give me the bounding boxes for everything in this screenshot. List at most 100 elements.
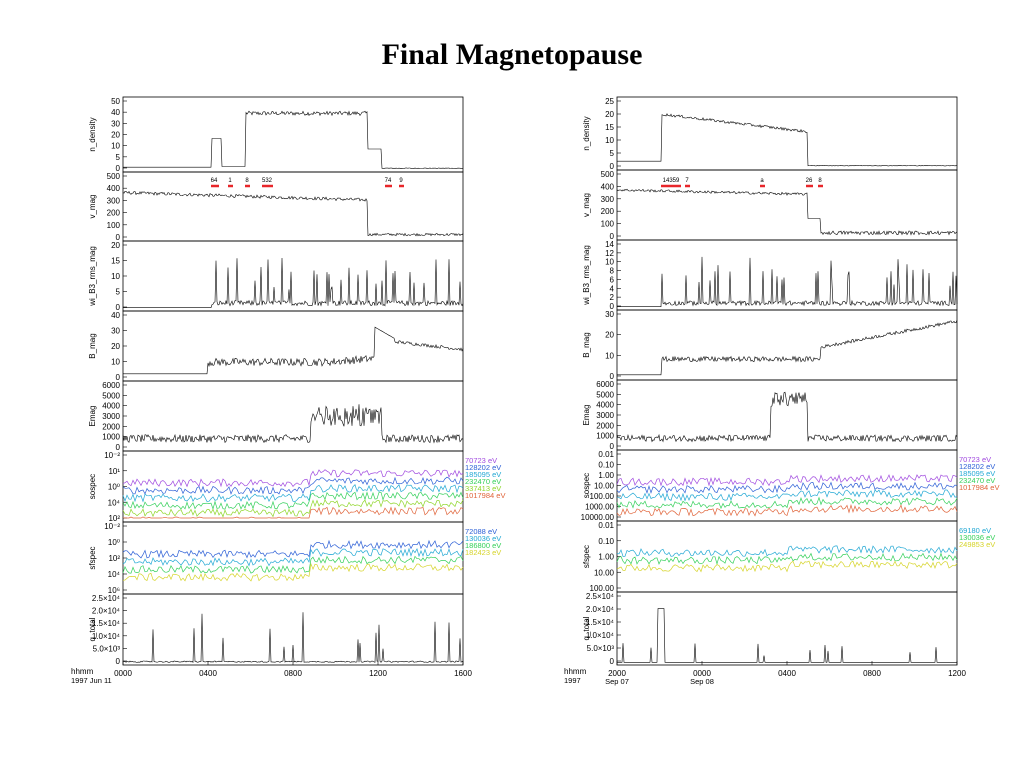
ytick-label: 20 [111,131,120,140]
panel-n_density: 0 5 10 15 20 25 n_density [582,96,958,171]
data-trace [617,113,958,167]
ytick-label: 15 [111,257,120,266]
axis-label: wi_B3_rms_mag [582,245,591,306]
ytick-label: 0 [610,657,615,666]
ytick-label: 6000 [102,381,120,390]
data-trace [616,188,958,236]
panel-wi_B3_rms_mag: 0 5 10 15 20 wi_B3_rms_mag [88,240,464,312]
axis-label: v_mag [88,194,97,218]
ytick-label: 0.01 [598,450,614,459]
ytick-label: 10¹ [108,467,120,476]
ytick-label: 6 [610,275,615,284]
series-line [122,491,464,511]
ytick-label: 0.01 [598,521,614,530]
series-line [616,496,958,510]
xtick-label: 2000 [608,669,626,678]
series-line [616,560,958,573]
ytick-label: 0 [116,303,121,312]
data-trace [123,257,464,308]
xtick-date: Sep 08 [690,677,714,686]
panel-frame [122,310,464,382]
ytick-label: 200 [107,209,121,218]
ytick-label: 10 [111,142,120,151]
ytick-label: 10² [108,514,120,523]
ytick-label: 4000 [102,402,120,411]
event-marker-label: 7 [685,178,689,184]
axis-label: Emag [582,405,591,426]
ytick-label: 40 [111,311,120,320]
data-trace [123,326,464,375]
slide-title: Final Magnetopause [381,38,643,71]
series-line [122,476,464,495]
xtick-label: 0800 [863,669,881,678]
ytick-label: 10⁰ [108,538,120,547]
ytick-label: 2.0×10⁴ [92,607,121,616]
ytick-label: 1.5×10⁴ [586,618,615,627]
panel-B_mag: 0 10 20 30 40 B_mag [88,310,464,382]
ytick-label: 5000 [596,390,614,399]
ytick-label: 1.5×10⁴ [92,619,121,628]
series-legend-label: 69180 eV [959,526,991,535]
axis-label: wi_B3_rms_mag [88,246,97,307]
series-legend-label: 337413 eV [465,484,501,493]
xtick-label: 1200 [948,669,966,678]
event-marker-label: 26 [806,178,813,184]
series-legend-label: 1017984 eV [959,483,999,492]
panel-frame [122,240,464,312]
time-axis-date: 1997 Jun 11 [71,676,112,685]
ytick-label: 10² [108,554,120,563]
ytick-label: 5.0×10³ [93,644,121,653]
series-line [122,555,464,574]
ytick-label: 0.10 [598,461,614,470]
ytick-label: 10⁶ [108,586,120,595]
ytick-label: 10000.00 [581,513,615,522]
ytick-label: 30 [605,310,614,319]
ytick-label: 300 [107,196,121,205]
time-axis-label: hhmm [564,667,587,676]
axis-label: B_mag [88,333,97,358]
data-trace [123,110,463,169]
event-marker-label: 8 [245,178,249,184]
event-marker-label: a [760,178,764,184]
data-trace [122,404,464,444]
panel-frame [616,591,958,666]
series-legend-label: 186800 eV [465,541,501,550]
chart-right-event: 0510152025n_density0100200300400500v_mag… [564,96,999,686]
time-axis-label: hhmm [71,667,94,676]
series-legend-label: 130036 eV [959,533,995,542]
panel-q_total: 0 5.0×10³ 1.0×10⁴ 1.5×10⁴ 2.0×10⁴ 2.5×10⁴ q_to… [88,593,464,666]
panel-v_mag: 0 100 200 300 400 500 v_mag [582,169,958,241]
xtick-date: Sep 07 [605,677,629,686]
ytick-label: 0 [610,232,615,241]
ytick-label: 0 [116,164,121,173]
xtick-label: 0800 [284,669,302,678]
ytick-label: 100.00 [590,492,615,501]
ytick-label: 1000 [102,433,120,442]
ytick-label: 40 [111,108,120,117]
ytick-label: 0 [116,233,121,242]
event-marker-label: 1 [228,178,232,184]
ytick-label: 100 [107,221,121,230]
data-trace [617,608,957,663]
panel-sfspec: 100.00 10.00 1.00 0.10 0.01 sfspec 69180 eV130… [582,520,995,593]
ytick-label: 12 [605,249,614,258]
ytick-label: 0 [116,373,121,382]
ytick-label: 500 [601,170,615,179]
ytick-label: 400 [601,182,615,191]
series-legend-label: 185095 eV [465,470,501,479]
ytick-label: 10⁴ [108,498,121,507]
panel-frame [122,521,464,595]
series-line [616,489,958,502]
series-line [616,503,958,517]
ytick-label: 0 [116,657,121,666]
ytick-label: 1.0×10⁴ [92,632,121,641]
ytick-label: 1.0×10⁴ [586,631,615,640]
axis-label: q_total [88,617,97,641]
panel-frame [616,379,958,451]
xtick-label: 0000 [693,669,711,678]
panel-frame [122,380,464,452]
